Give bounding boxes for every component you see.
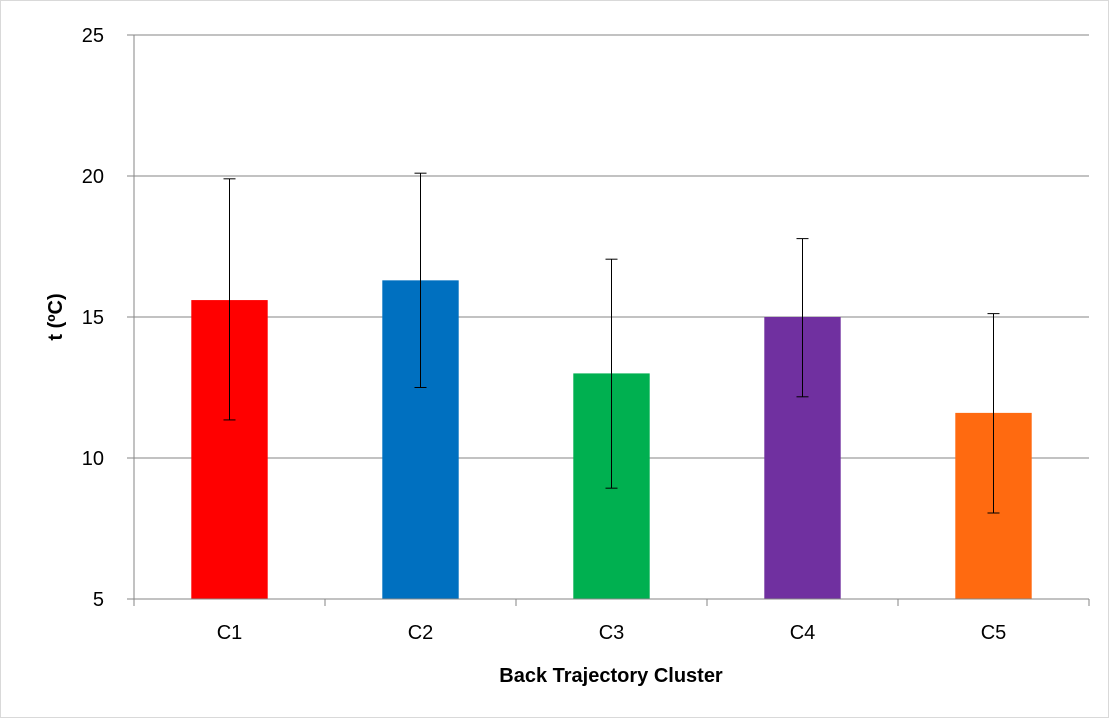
x-tick-label: C3 [599,622,625,644]
axes [127,34,1090,606]
y-tick-label: 5 [93,589,104,611]
y-tick-label: 10 [82,448,104,470]
x-axis-title: Back Trajectory Cluster [499,665,723,687]
y-tick-label: 25 [82,25,104,47]
y-axis-title: t (ºC) [45,293,67,340]
x-tick-label: C1 [217,622,243,644]
x-tick-labels: C1 C2 C3 C4 C5 [217,622,1007,644]
y-tick-label: 20 [82,166,104,188]
y-tick-labels: 5 10 15 20 25 [82,25,104,611]
y-tick-label: 15 [82,307,104,329]
error-bars [223,172,1000,514]
x-tick-label: C2 [408,622,434,644]
x-tick-label: C4 [790,622,816,644]
x-tick-label: C5 [981,622,1007,644]
